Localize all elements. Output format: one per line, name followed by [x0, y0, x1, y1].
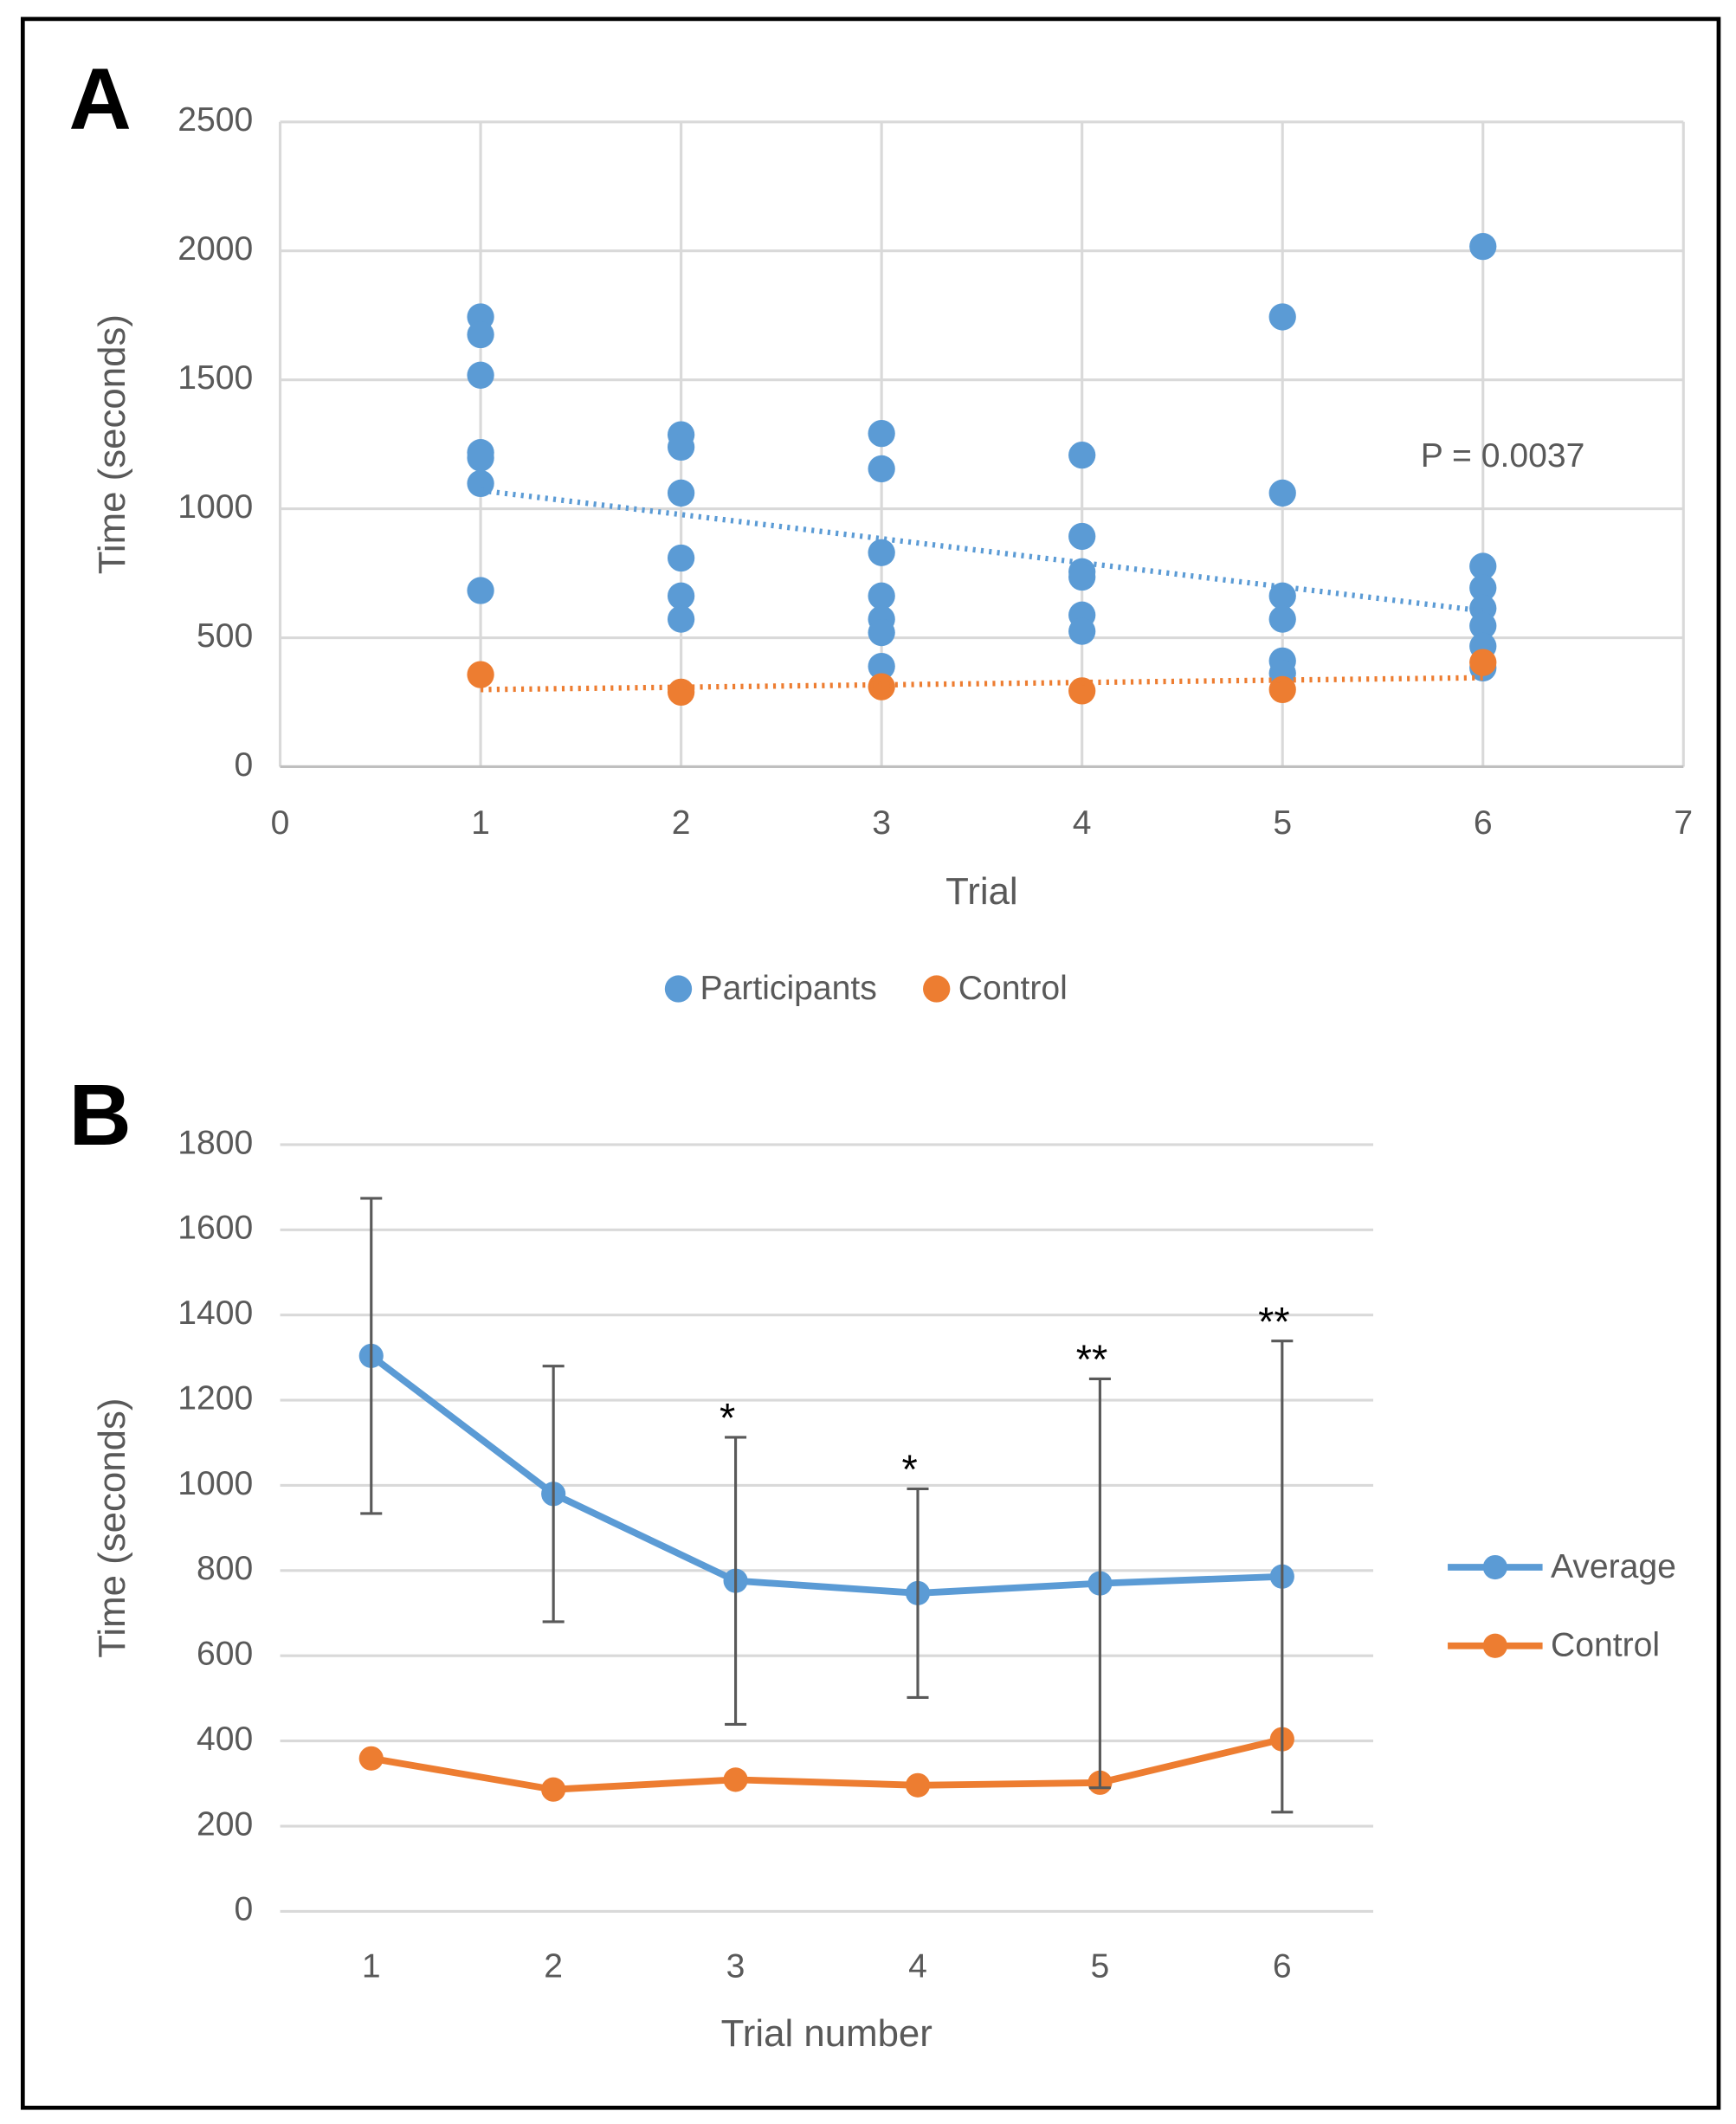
x-tick-label: 6 — [1474, 804, 1493, 842]
y-tick-label: 600 — [197, 1636, 253, 1673]
significance: * — [901, 1447, 917, 1492]
error-bar — [1088, 1377, 1111, 1790]
x-tick-label: 6 — [1273, 1947, 1292, 1985]
x-tick-label: 3 — [726, 1947, 745, 1985]
error-bar — [907, 1487, 929, 1700]
y-tick-label: 1500 — [177, 359, 253, 397]
point — [541, 1777, 566, 1802]
significance: ** — [1258, 1299, 1290, 1344]
x-tick-label: 1 — [362, 1947, 381, 1985]
point — [1469, 574, 1497, 602]
point — [1268, 675, 1296, 704]
y-tick-label: 1400 — [177, 1294, 253, 1332]
point — [667, 479, 695, 507]
legend-label: Control — [958, 970, 1068, 1007]
point — [467, 361, 494, 389]
y-tick-label: 2000 — [177, 230, 253, 268]
point — [667, 544, 695, 572]
error-bar — [1271, 1340, 1294, 1814]
point — [667, 582, 695, 610]
x-tick-label: 7 — [1674, 804, 1693, 842]
y-tick-label: 1000 — [177, 1465, 253, 1502]
y-tick-label: 2500 — [177, 101, 253, 139]
point — [667, 433, 695, 462]
point — [723, 1767, 748, 1792]
x-axis-title: Trial — [945, 870, 1018, 913]
legend-marker — [1482, 1554, 1507, 1580]
frame — [20, 16, 1721, 2110]
y-axis-title: Time (seconds) — [91, 314, 133, 574]
point — [467, 320, 494, 349]
point — [1268, 605, 1296, 633]
point — [467, 661, 494, 688]
point — [868, 455, 895, 483]
y-tick-label: 400 — [197, 1721, 253, 1758]
point — [667, 678, 695, 707]
y-tick-label: 0 — [234, 1891, 253, 1928]
panel-label: B — [68, 1067, 131, 1164]
x-tick-label: 5 — [1091, 1947, 1110, 1985]
y-tick-label: 1000 — [177, 488, 253, 526]
x-tick-label: 0 — [271, 804, 290, 842]
y-tick-label: 800 — [197, 1550, 253, 1587]
point — [1469, 612, 1497, 640]
point — [467, 469, 494, 498]
point — [1068, 563, 1096, 591]
legend-label: Control — [1551, 1627, 1660, 1664]
trendline — [480, 487, 1484, 614]
x-tick-label: 3 — [872, 804, 891, 842]
x-tick-label: 4 — [1073, 804, 1092, 842]
point — [1268, 479, 1296, 507]
annotation: P = 0.0037 — [1421, 437, 1585, 475]
point — [1068, 441, 1096, 469]
error-bar — [725, 1436, 747, 1726]
point — [1068, 522, 1096, 551]
y-tick-label: 1800 — [177, 1124, 253, 1161]
x-tick-label: 2 — [672, 804, 691, 842]
x-tick-label: 1 — [471, 804, 490, 842]
x-axis-title: Trial number — [721, 2012, 933, 2055]
significance: * — [720, 1395, 735, 1440]
error-bar — [542, 1365, 565, 1624]
y-tick-label: 500 — [197, 617, 253, 655]
x-tick-label: 4 — [908, 1947, 927, 1985]
point — [1469, 233, 1497, 261]
legend-marker — [923, 975, 951, 1003]
point — [868, 673, 895, 700]
point — [1469, 552, 1497, 580]
point — [868, 419, 895, 448]
point — [868, 652, 895, 681]
y-axis-title: Time (seconds) — [91, 1398, 133, 1658]
point — [1469, 649, 1497, 676]
error-bar — [360, 1197, 383, 1515]
line — [371, 1735, 1283, 1793]
point — [1068, 617, 1096, 645]
point — [868, 618, 895, 647]
y-tick-label: 1600 — [177, 1210, 253, 1247]
trendline — [481, 675, 1483, 693]
y-tick-label: 200 — [197, 1805, 253, 1843]
point — [868, 539, 895, 566]
y-tick-label: 1200 — [177, 1379, 253, 1417]
significance: ** — [1076, 1337, 1108, 1382]
legend-marker — [1482, 1633, 1507, 1658]
x-tick-label: 2 — [544, 1947, 563, 1985]
y-tick-label: 0 — [234, 746, 253, 784]
point — [905, 1772, 931, 1798]
legend-label: Participants — [700, 970, 877, 1007]
point — [358, 1746, 384, 1771]
x-tick-label: 5 — [1273, 804, 1292, 842]
point — [1268, 303, 1296, 331]
point — [868, 582, 895, 610]
legend-marker — [664, 975, 693, 1003]
line — [369, 1353, 1282, 1597]
panel-label: A — [68, 50, 131, 147]
legend-label: Average — [1551, 1548, 1676, 1585]
point — [467, 444, 494, 472]
point — [667, 605, 695, 633]
point — [467, 577, 494, 604]
